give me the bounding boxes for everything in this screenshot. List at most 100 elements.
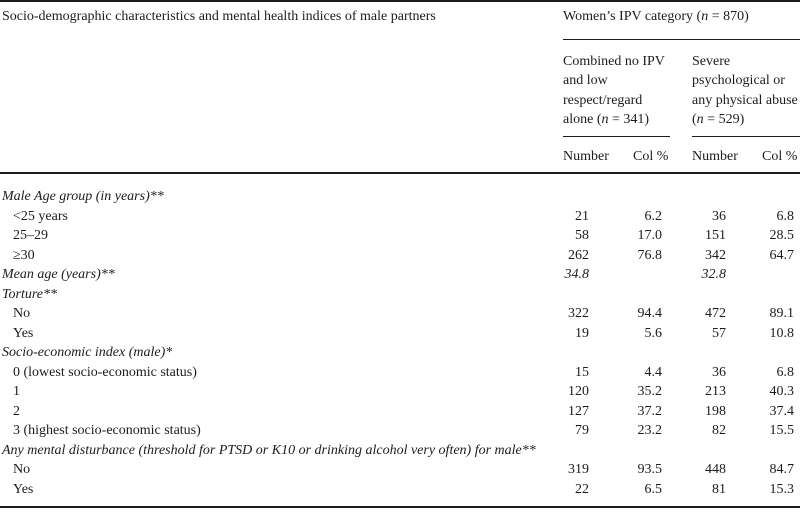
cell-colpct-2: 6.8 <box>776 364 795 380</box>
cell-colpct-2: 10.8 <box>769 325 795 341</box>
cell-colpct-1 <box>633 441 692 461</box>
cell-number-1: 127 <box>568 403 589 419</box>
cell-colpct-1 <box>633 285 692 305</box>
row-label: Socio-economic index (male)* <box>2 345 173 360</box>
row-label: Any mental disturbance (threshold for PT… <box>2 442 536 458</box>
cell-colpct-1: 94.4 <box>637 306 663 321</box>
table-row-mean-age: Mean age (years)** 34.8 32.8 <box>0 265 800 285</box>
cell-number-1: 19 <box>575 325 589 341</box>
table-row-under25: <25 years 21 6.2 36 6.8 <box>0 207 800 227</box>
group1-n: n <box>601 112 609 127</box>
group2-text: Severe psychological or any physical abu… <box>692 53 798 128</box>
cell-colpct-2: 40.3 <box>769 384 795 399</box>
table-row-mental-yes: Yes 22 6.5 81 15.3 <box>0 480 800 508</box>
cell-colpct-2: 37.4 <box>769 403 795 419</box>
cell-number-2 <box>692 343 762 363</box>
cell-colpct-2: 15.5 <box>769 423 795 438</box>
col-group-no-ipv: Combined no IPV and low respect/regard a… <box>563 39 692 137</box>
ipv-header-text: Women’s IPV category ( <box>563 9 702 24</box>
cell-number-1: 21 <box>575 208 589 224</box>
cell-colpct-1: 5.6 <box>644 325 663 341</box>
cell-colpct-1 <box>633 173 692 207</box>
row-label: Yes <box>13 481 34 497</box>
table-row-mental-no: No 319 93.5 448 84.7 <box>0 460 800 480</box>
row-label: No <box>13 462 31 477</box>
ipv-category-header: Women’s IPV category (n = 870) <box>563 1 800 40</box>
cell-number-1 <box>563 173 633 207</box>
cell-number-1: 58 <box>575 228 589 243</box>
cell-colpct-1: 4.4 <box>644 364 663 380</box>
cell-number-2 <box>692 441 762 461</box>
cell-colpct-2: 84.7 <box>769 462 795 477</box>
cell-colpct-1: 35.2 <box>637 384 663 399</box>
column-header-colpct-1: Col % <box>633 136 692 174</box>
cell-colpct-1: 6.2 <box>644 208 663 224</box>
cell-number-2 <box>692 173 762 207</box>
cell-colpct-1: 76.8 <box>637 247 663 263</box>
cell-number-1: 79 <box>575 423 589 438</box>
column-header-number-1: Number <box>563 136 633 174</box>
cell-number-2: 81 <box>712 481 726 497</box>
col-group-severe-abuse-label: Severe psychological or any physical abu… <box>692 52 800 137</box>
cell-colpct-2: 28.5 <box>769 228 795 243</box>
cell-number-1 <box>563 285 633 305</box>
table-row-ses-0: 0 (lowest socio-economic status) 15 4.4 … <box>0 363 800 383</box>
group1-count: = 341) <box>608 112 650 127</box>
row-label: 0 (lowest socio-economic status) <box>13 364 197 380</box>
cell-number-2: 82 <box>712 423 726 438</box>
header-row-title: Socio-demographic characteristics and me… <box>0 1 800 174</box>
table-row-ses-index: Socio-economic index (male)* <box>0 343 800 363</box>
column-header-colpct-2: Col % <box>762 136 800 174</box>
cell-colpct-2 <box>762 441 800 461</box>
row-label: 3 (highest socio-economic status) <box>13 423 201 438</box>
col-group-no-ipv-label: Combined no IPV and low respect/regard a… <box>563 52 670 137</box>
row-label: Male Age group (in years)** <box>2 189 164 204</box>
row-label: No <box>13 306 31 321</box>
cell-colpct-2: 6.8 <box>776 208 795 224</box>
cell-colpct-2: 64.7 <box>769 247 795 263</box>
cell-colpct-2: 89.1 <box>769 306 795 321</box>
cell-colpct-1: 93.5 <box>637 462 663 477</box>
row-label: Torture** <box>2 286 57 302</box>
row-label: 1 <box>13 384 20 399</box>
cell-number-1: 22 <box>575 481 589 497</box>
cell-number-1: 34.8 <box>564 267 590 282</box>
cell-colpct-1 <box>633 265 692 285</box>
ipv-header-count: = 870) <box>708 9 749 24</box>
cell-number-2: 36 <box>712 364 726 380</box>
cell-number-1: 120 <box>568 384 589 399</box>
group2-n: n <box>696 112 704 127</box>
row-label: 25–29 <box>13 228 48 243</box>
cell-colpct-1: 37.2 <box>637 403 663 419</box>
cell-number-1: 322 <box>568 306 589 321</box>
cell-number-2: 36 <box>712 208 726 224</box>
table-row-age-group: Male Age group (in years)** <box>0 173 800 207</box>
cell-colpct-1: 6.5 <box>644 481 663 497</box>
cell-colpct-2 <box>762 343 800 363</box>
cell-colpct-1 <box>633 343 692 363</box>
row-label: 2 <box>13 403 20 419</box>
cell-number-2: 213 <box>705 384 726 399</box>
table-row-ses-1: 1 120 35.2 213 40.3 <box>0 382 800 402</box>
cell-colpct-1: 17.0 <box>637 228 663 243</box>
cell-number-2: 448 <box>705 462 726 477</box>
row-label: <25 years <box>13 208 68 224</box>
column-header-number-2: Number <box>692 136 762 174</box>
group2-count: = 529) <box>703 112 745 127</box>
cell-number-2: 198 <box>705 403 726 419</box>
group1-text: Combined no IPV and low respect/regard a… <box>563 53 665 128</box>
row-label: Yes <box>13 325 34 341</box>
cell-number-2: 32.8 <box>701 267 727 282</box>
header-row-measures: Number Col % Number Col % <box>0 136 800 174</box>
cell-number-1: 15 <box>575 364 589 380</box>
table-row-torture-yes: Yes 19 5.6 57 10.8 <box>0 324 800 344</box>
cell-number-2 <box>692 285 762 305</box>
cell-colpct-2 <box>762 265 800 285</box>
table-row-30plus: ≥30 262 76.8 342 64.7 <box>0 246 800 266</box>
cell-number-2: 472 <box>705 306 726 321</box>
row-label: ≥30 <box>13 247 35 263</box>
table-row-mental-disturbance: Any mental disturbance (threshold for PT… <box>0 441 800 461</box>
col-group-severe-abuse: Severe psychological or any physical abu… <box>692 39 800 137</box>
cell-number-1 <box>563 343 633 363</box>
